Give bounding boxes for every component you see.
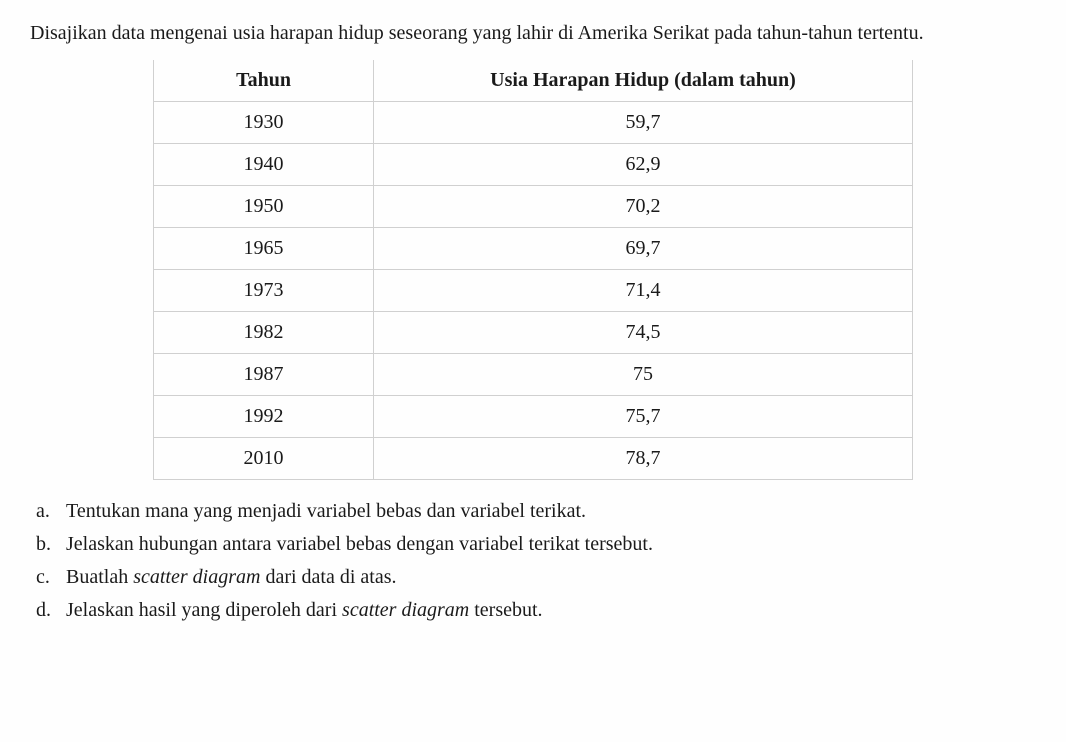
intro-paragraph: Disajikan data mengenai usia harapan hid… [30,18,1036,48]
cell-value: 70,2 [374,186,913,228]
cell-value: 69,7 [374,228,913,270]
table-row: 1950 70,2 [154,186,913,228]
cell-value: 74,5 [374,312,913,354]
cell-year: 2010 [154,438,374,480]
question-marker: c. [36,562,66,593]
question-item: d. Jelaskan hasil yang diperoleh dari sc… [36,595,1036,626]
column-header-year: Tahun [154,60,374,102]
cell-year: 1965 [154,228,374,270]
cell-year: 1987 [154,354,374,396]
cell-year: 1973 [154,270,374,312]
life-expectancy-table: Tahun Usia Harapan Hidup (dalam tahun) 1… [153,60,913,480]
question-text: Buatlah scatter diagram dari data di ata… [66,562,397,593]
question-item: c. Buatlah scatter diagram dari data di … [36,562,1036,593]
table-row: 1973 71,4 [154,270,913,312]
table-row: 1965 69,7 [154,228,913,270]
cell-value: 78,7 [374,438,913,480]
cell-value: 71,4 [374,270,913,312]
cell-year: 1992 [154,396,374,438]
cell-year: 1940 [154,144,374,186]
table-row: 1930 59,7 [154,102,913,144]
question-marker: b. [36,529,66,560]
question-text: Jelaskan hubungan antara variabel bebas … [66,529,653,560]
questions-list: a. Tentukan mana yang menjadi variabel b… [30,496,1036,626]
table-header-row: Tahun Usia Harapan Hidup (dalam tahun) [154,60,913,102]
table-row: 1992 75,7 [154,396,913,438]
table-row: 1987 75 [154,354,913,396]
table-row: 1940 62,9 [154,144,913,186]
question-item: a. Tentukan mana yang menjadi variabel b… [36,496,1036,527]
cell-value: 75 [374,354,913,396]
table-body: 1930 59,7 1940 62,9 1950 70,2 1965 69,7 … [154,102,913,480]
cell-value: 75,7 [374,396,913,438]
cell-year: 1930 [154,102,374,144]
table-row: 1982 74,5 [154,312,913,354]
cell-year: 1950 [154,186,374,228]
question-text: Jelaskan hasil yang diperoleh dari scatt… [66,595,543,626]
question-marker: a. [36,496,66,527]
cell-value: 62,9 [374,144,913,186]
question-marker: d. [36,595,66,626]
table-container: Tahun Usia Harapan Hidup (dalam tahun) 1… [30,60,1036,480]
cell-year: 1982 [154,312,374,354]
question-text: Tentukan mana yang menjadi variabel beba… [66,496,586,527]
column-header-life-expectancy: Usia Harapan Hidup (dalam tahun) [374,60,913,102]
table-row: 2010 78,7 [154,438,913,480]
cell-value: 59,7 [374,102,913,144]
question-item: b. Jelaskan hubungan antara variabel beb… [36,529,1036,560]
